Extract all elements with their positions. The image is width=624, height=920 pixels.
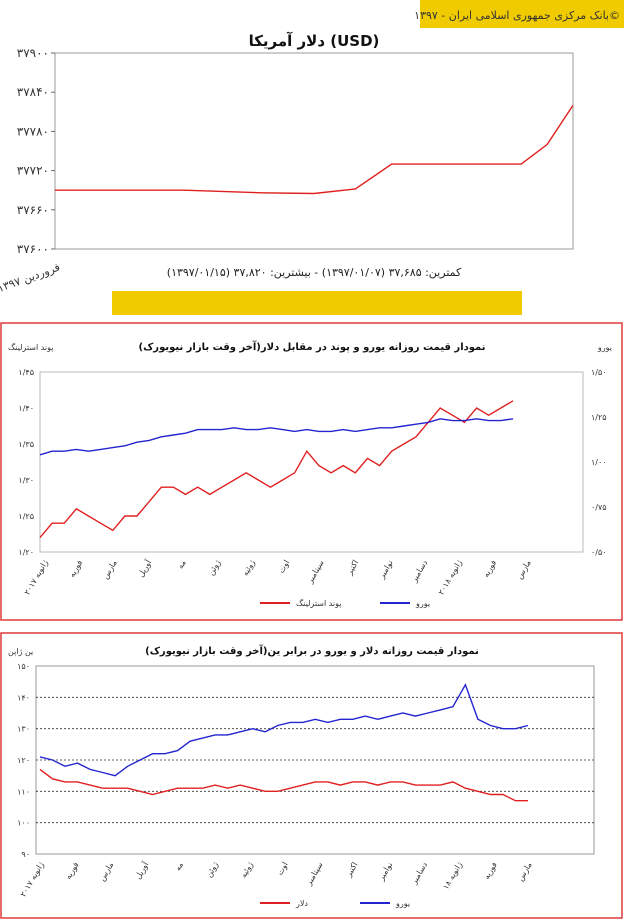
eur-jpy-series-line xyxy=(39,683,529,777)
left-y-tick-label: ۱/۲۰ xyxy=(18,548,34,557)
right-y-tick-label: ۰/۵۰ xyxy=(591,548,607,557)
y-tick-label: ۱۱۰ xyxy=(17,787,30,796)
chart-title: نمودار قیمت روزانه دلار و یورو در برابر … xyxy=(145,644,479,657)
source-text: بانک مرکزی جمهوری اسلامی ایران - ۱۳۹۷© xyxy=(414,9,620,22)
y-axis-label: ین ژاپن xyxy=(8,647,33,656)
left-y-tick-label: ۱/۳۰ xyxy=(18,476,34,485)
right-y-tick-label: ۱/۵۰ xyxy=(591,368,607,377)
legend-label-usd: دلار xyxy=(295,899,308,908)
plot-area xyxy=(39,371,584,553)
left-y-tick-label: ۱/۴۵ xyxy=(18,368,34,377)
gbp-series-line xyxy=(39,400,514,539)
x-tick-label: مه xyxy=(173,861,185,873)
eur-series-line xyxy=(39,418,514,456)
highlight-bar xyxy=(112,291,522,315)
left-axis-label: پوند استرلینگ xyxy=(8,342,54,352)
chart-title: دلار آمریکا (USD) xyxy=(249,32,380,50)
source-banner xyxy=(420,0,624,28)
x-tick-label: مه xyxy=(176,559,188,571)
y-tick-label: ۳۷۶۶۰ xyxy=(17,203,49,217)
y-tick-label: ۹۰ xyxy=(21,850,30,859)
plot-frame xyxy=(54,52,574,250)
left-y-tick-label: ۱/۳۵ xyxy=(18,440,34,449)
y-tick-label: ۱۳۰ xyxy=(17,725,30,734)
min-max-caption: کمترین: ۳۷,۶۸۵ (۱۳۹۷/۰۱/۰۷) - بیشترین: ۳… xyxy=(167,266,462,279)
right-y-tick-label: ۰/۷۵ xyxy=(591,503,607,512)
y-tick-label: ۳۷۸۴۰ xyxy=(17,85,49,99)
left-y-tick-label: ۱/۲۵ xyxy=(18,512,34,521)
right-axis-label: یورو xyxy=(597,343,612,352)
yen-line-chart: نمودار قیمت روزانه دلار و یورو در برابر … xyxy=(0,632,623,919)
x-tick-label: فروردین ۱۳۹۷ xyxy=(0,260,62,295)
left-y-tick-label: ۱/۴۰ xyxy=(18,404,34,413)
usd-chart-panel: بانک مرکزی جمهوری اسلامی ایران - ۱۳۹۷© د… xyxy=(0,0,624,320)
legend-label-eur: یورو xyxy=(415,599,430,608)
legend-label-gbp: پوند استرلینگ xyxy=(296,598,342,608)
legend: دلار یورو xyxy=(260,899,410,908)
chart-title: نمودار قیمت روزانه یورو و پوند در مقابل … xyxy=(139,340,486,353)
y-tick-label: ۳۷۷۲۰ xyxy=(17,164,49,178)
eur-gbp-chart-panel: نمودار قیمت روزانه یورو و پوند در مقابل … xyxy=(0,322,624,622)
legend: پوند استرلینگ یورو xyxy=(260,598,430,608)
y-tick-label: ۳۷۶۰۰ xyxy=(17,242,49,256)
yen-chart-panel: نمودار قیمت روزانه دلار و یورو در برابر … xyxy=(0,632,624,920)
y-tick-label: ۱۰۰ xyxy=(17,819,30,828)
legend-label-eur: یورو xyxy=(395,899,410,908)
y-tick-label: ۳۷۷۸۰ xyxy=(17,124,49,138)
y-tick-label: ۱۲۰ xyxy=(17,756,30,765)
right-y-tick-label: ۱/۰۰ xyxy=(591,458,607,467)
usd-series-line xyxy=(55,104,574,195)
usd-line-chart: بانک مرکزی جمهوری اسلامی ایران - ۱۳۹۷© د… xyxy=(0,9,620,295)
eur-gbp-line-chart: نمودار قیمت روزانه یورو و پوند در مقابل … xyxy=(0,322,623,621)
y-tick-label: ۱۴۰ xyxy=(17,693,30,702)
right-y-tick-label: ۱/۲۵ xyxy=(591,413,607,422)
y-tick-label: ۳۷۹۰۰ xyxy=(17,46,49,60)
usd-jpy-series-line xyxy=(39,768,528,802)
chart-frame xyxy=(0,632,623,919)
y-tick-label: ۱۵۰ xyxy=(17,662,30,671)
